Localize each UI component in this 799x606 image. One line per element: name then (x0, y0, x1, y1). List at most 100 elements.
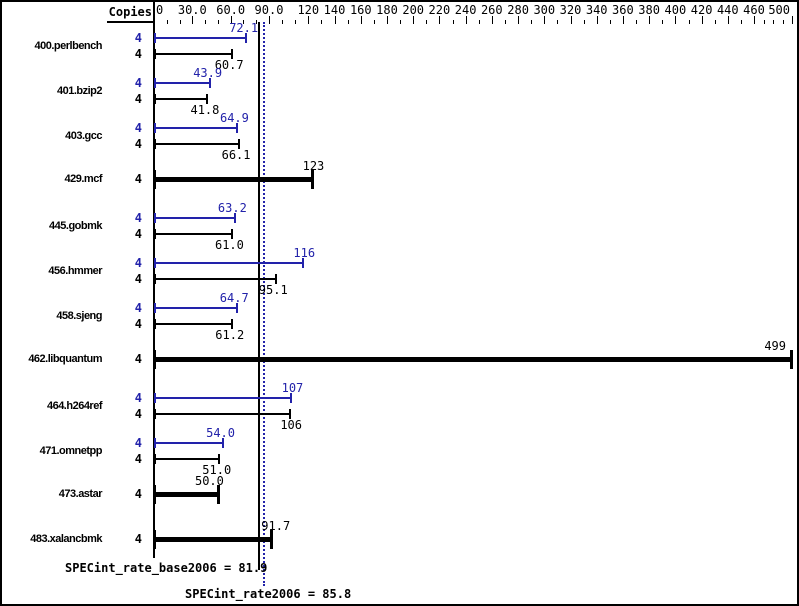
peak-bar-start-cap (154, 213, 156, 223)
single-bar-value: 123 (302, 159, 325, 173)
base-bar-start-cap (154, 274, 156, 284)
peak-bar-end-cap (235, 123, 238, 133)
peak-bar-value: 64.7 (219, 291, 249, 305)
x-axis-major-tick (792, 16, 793, 24)
base-bar-end-cap (237, 139, 240, 149)
x-axis-tick-label: 200 (402, 3, 425, 17)
peak-bar (154, 127, 237, 129)
base-bar (154, 458, 220, 460)
x-axis-tick-label: 240 (454, 3, 477, 17)
benchmark-label: 462.libquantum (28, 353, 102, 365)
copies-value: 4 (134, 137, 142, 151)
benchmark-label: 464.h264ref (46, 400, 103, 412)
copies-header: Copies (108, 5, 152, 19)
x-axis-minor-tick (531, 20, 533, 24)
x-axis-minor-tick (282, 20, 284, 24)
base-bar-start-cap (154, 409, 156, 419)
peak-median-line (262, 22, 265, 586)
copies-value: 4 (134, 452, 142, 466)
x-axis-minor-tick (609, 20, 611, 24)
x-axis-tick-label: 320 (559, 3, 582, 17)
base-bar-start-cap (154, 454, 156, 464)
single-bar-end-cap (790, 349, 793, 369)
base-bar (154, 53, 232, 55)
x-axis-minor-tick (782, 20, 784, 24)
peak-bar-value: 107 (281, 381, 304, 395)
x-axis-minor-tick (662, 20, 664, 24)
peak-bar-start-cap (154, 438, 156, 448)
peak-bar (154, 262, 304, 264)
x-axis-major-tick (439, 16, 441, 24)
peak-bar-start-cap (154, 123, 156, 133)
peak-bar-value: 116 (293, 246, 316, 260)
base-bar-value: 51.0 (202, 463, 232, 477)
x-axis-major-tick (727, 16, 729, 24)
x-axis-major-tick (570, 16, 572, 24)
base-bar-end-cap (231, 319, 234, 329)
x-axis-major-tick (308, 16, 310, 24)
base-bar-value: 61.2 (215, 328, 245, 342)
x-axis-major-tick (518, 16, 520, 24)
peak-summary-text: SPECint_rate2006 = 85.8 (185, 587, 352, 601)
x-axis-minor-tick (166, 20, 168, 24)
single-bar-value: 91.7 (261, 519, 291, 533)
x-axis-tick-label: 460 (743, 3, 765, 17)
x-axis-tick-label: 180 (376, 3, 398, 17)
copies-header-underline (107, 21, 153, 23)
copies-value: 4 (134, 256, 142, 270)
x-axis-major-tick (360, 16, 362, 24)
x-axis-minor-tick (256, 20, 258, 24)
copies-value: 4 (134, 487, 142, 501)
x-axis-tick-label: 260 (480, 3, 503, 17)
single-bar-end-cap (270, 529, 274, 549)
copies-value: 4 (134, 211, 142, 225)
copies-value: 4 (134, 272, 142, 286)
copies-value: 4 (134, 121, 142, 135)
x-axis-tick-label: 90.0 (254, 3, 284, 17)
copies-value: 4 (134, 407, 142, 421)
base-bar (154, 323, 233, 325)
peak-bar-end-cap (222, 438, 224, 448)
x-axis-minor-tick (636, 20, 637, 24)
peak-bar-end-cap (245, 33, 248, 43)
x-axis-tick-label: 120 (297, 3, 320, 17)
x-axis-minor-tick (243, 20, 245, 24)
benchmark-label: 483.xalancbmk (30, 533, 102, 545)
base-summary-text: SPECint_rate_base2006 = 81.9 (65, 561, 268, 575)
copies-value: 4 (134, 47, 142, 61)
base-bar (154, 278, 276, 280)
copies-value: 4 (134, 172, 142, 186)
x-axis-minor-tick (714, 20, 716, 24)
benchmark-label: 458.sjeng (56, 310, 102, 322)
x-axis-major-tick (754, 16, 755, 24)
x-axis-major-tick (465, 16, 467, 24)
x-axis-minor-tick (373, 20, 375, 24)
x-axis-major-tick (675, 16, 677, 24)
x-axis-major-tick (544, 16, 546, 24)
x-axis-minor-tick (773, 20, 774, 24)
base-bar-end-cap (274, 274, 277, 284)
base-bar-end-cap (206, 94, 209, 104)
copies-value: 4 (134, 92, 142, 106)
x-axis-minor-tick (452, 20, 454, 24)
x-axis-minor-tick (688, 20, 690, 24)
x-axis-minor-tick (478, 20, 480, 24)
x-axis-major-tick (413, 16, 415, 24)
single-bar-end-cap (216, 484, 220, 504)
single-bar (154, 356, 791, 362)
x-axis-minor-tick (426, 20, 428, 24)
base-bar (154, 98, 208, 100)
peak-bar-end-cap (233, 213, 236, 223)
x-axis-major-tick (701, 16, 703, 24)
peak-bar-end-cap (209, 78, 212, 88)
single-bar-start-cap (154, 169, 156, 189)
peak-bar-end-cap (302, 258, 305, 268)
base-bar-start-cap (154, 94, 156, 104)
benchmark-label: 456.hmmer (48, 265, 102, 277)
x-axis-tick-label: 340 (585, 3, 608, 17)
single-bar-start-cap (154, 349, 156, 369)
x-axis-major-tick (230, 16, 232, 24)
x-axis-minor-tick (504, 20, 506, 24)
peak-bar-start-cap (154, 258, 156, 268)
